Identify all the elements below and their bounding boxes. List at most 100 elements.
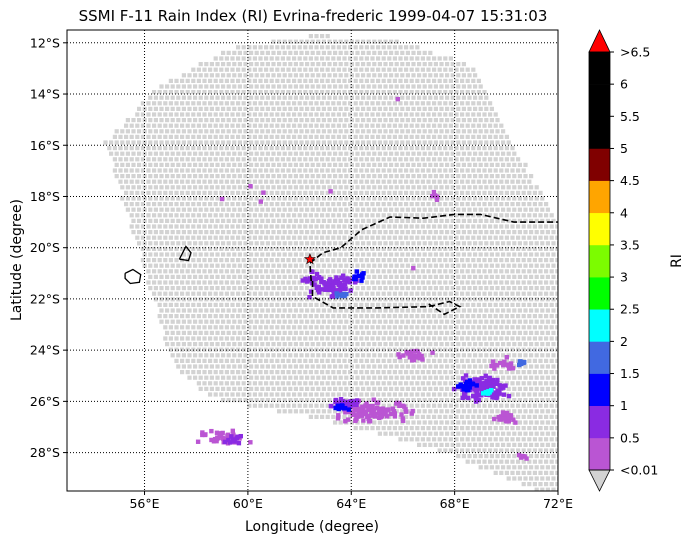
swath-cell xyxy=(321,50,326,55)
swath-cell xyxy=(114,162,119,167)
swath-cell xyxy=(534,330,539,335)
swath-cell xyxy=(226,353,231,358)
swath-cell xyxy=(415,224,420,229)
swath-cell xyxy=(148,118,153,123)
swath-cell xyxy=(555,235,558,240)
swath-cell xyxy=(359,168,364,173)
swath-cell xyxy=(532,370,537,375)
swath-cell xyxy=(417,73,422,78)
swath-cell xyxy=(275,202,280,207)
swath-cell xyxy=(275,224,280,229)
swath-cell xyxy=(185,269,190,274)
swath-cell xyxy=(392,179,397,184)
swath-cell xyxy=(215,274,220,279)
swath-cell xyxy=(506,442,511,447)
swath-cell xyxy=(450,129,455,134)
swath-cell xyxy=(417,420,422,425)
swath-cell xyxy=(321,106,326,111)
swath-cell xyxy=(387,213,392,218)
swath-cell xyxy=(286,269,291,274)
swath-cell xyxy=(544,202,549,207)
swath-cell xyxy=(208,314,213,319)
swath-cell xyxy=(193,263,198,268)
swath-cell xyxy=(394,286,399,291)
swath-cell xyxy=(516,448,521,453)
swath-cell xyxy=(353,56,358,61)
swath-cell xyxy=(325,67,330,72)
swath-cell xyxy=(219,56,224,61)
swath-cell xyxy=(142,263,147,268)
swath-cell xyxy=(461,185,466,190)
swath-cell xyxy=(232,84,237,89)
swath-cell xyxy=(338,162,343,167)
swath-cell xyxy=(321,230,326,235)
swath-cell xyxy=(482,358,487,363)
swath-cell xyxy=(327,162,332,167)
swath-cell xyxy=(282,84,287,89)
swath-cell xyxy=(264,258,269,263)
swath-cell xyxy=(254,330,259,335)
swath-cell xyxy=(165,308,170,313)
swath-cell xyxy=(286,336,291,341)
swath-cell xyxy=(297,403,302,408)
swath-cell xyxy=(252,224,257,229)
swath-cell xyxy=(538,482,543,487)
swath-cell xyxy=(398,134,403,139)
swath-cell xyxy=(545,409,550,414)
swath-cell xyxy=(230,280,235,285)
swath-cell xyxy=(260,308,265,313)
swath-cell xyxy=(342,269,347,274)
swath-cell xyxy=(293,118,298,123)
swath-cell xyxy=(327,330,332,335)
swath-cell xyxy=(308,123,313,128)
swath-cell xyxy=(336,146,341,151)
swath-cell xyxy=(342,370,347,375)
swath-cell xyxy=(196,314,201,319)
swath-cell xyxy=(493,358,498,363)
swath-cell xyxy=(125,140,130,145)
swath-cell xyxy=(275,123,280,128)
swath-cell xyxy=(286,90,291,95)
swath-cell xyxy=(349,252,354,257)
swath-cell xyxy=(359,190,364,195)
swath-cell xyxy=(409,179,414,184)
swath-cell xyxy=(364,168,369,173)
swath-cell xyxy=(348,235,353,240)
swath-cell xyxy=(366,39,371,44)
swath-cell xyxy=(137,196,142,201)
swath-cell xyxy=(484,207,489,212)
swath-cell xyxy=(168,168,173,173)
swath-cell xyxy=(243,308,248,313)
swath-cell xyxy=(456,174,461,179)
swath-cell xyxy=(432,112,437,117)
swath-cell xyxy=(292,269,297,274)
swath-cell xyxy=(538,414,543,419)
swath-cell xyxy=(297,134,302,139)
swath-cell xyxy=(159,129,164,134)
swath-cell xyxy=(187,207,192,212)
swath-cell xyxy=(361,118,366,123)
swath-cell xyxy=(516,269,521,274)
swath-cell xyxy=(325,381,330,386)
swath-cell xyxy=(249,308,254,313)
swath-cell xyxy=(433,73,438,78)
swath-cell xyxy=(517,375,522,380)
swath-cell xyxy=(353,157,358,162)
swath-cell xyxy=(510,470,515,475)
swath-cell xyxy=(381,358,386,363)
swath-cell xyxy=(333,118,338,123)
swath-cell xyxy=(516,213,521,218)
swath-cell xyxy=(460,291,465,296)
swath-cell xyxy=(241,67,246,72)
swath-cell xyxy=(400,118,405,123)
swath-cell xyxy=(355,364,360,369)
swath-cell xyxy=(348,45,353,50)
swath-cell xyxy=(476,325,481,330)
swath-cell xyxy=(417,409,422,414)
swath-cell xyxy=(174,280,179,285)
swath-cell xyxy=(165,207,170,212)
swath-cell xyxy=(437,370,442,375)
swath-cell xyxy=(325,179,330,184)
swath-cell xyxy=(448,280,453,285)
swath-cell xyxy=(555,224,558,229)
